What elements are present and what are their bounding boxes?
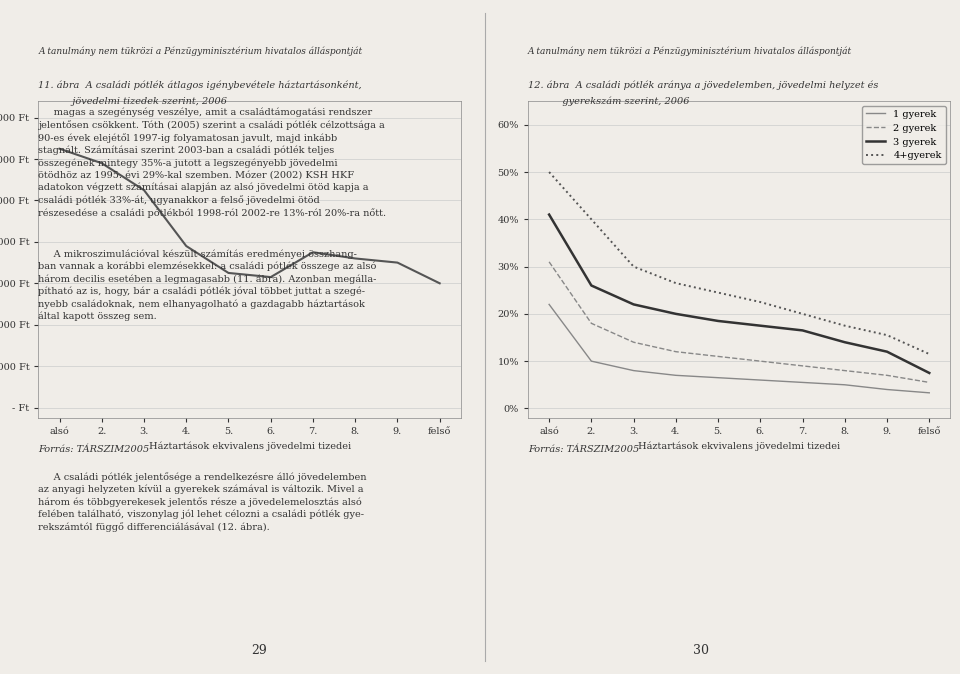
Text: jövedelmi tizedek szerint, 2006: jövedelmi tizedek szerint, 2006 xyxy=(38,98,228,106)
Text: A tanulmány nem tükrözi a Pénzügyminisztérium hivatalos álláspontját: A tanulmány nem tükrözi a Pénzügyminiszt… xyxy=(38,47,363,56)
Text: A családi pótlék jelentősége a rendelkezésre álló jövedelemben
az anyagi helyzet: A családi pótlék jelentősége a rendelkez… xyxy=(38,472,367,532)
Text: 30: 30 xyxy=(693,644,708,656)
X-axis label: Háztartások ekvivalens jövedelmi tizedei: Háztartások ekvivalens jövedelmi tizedei xyxy=(638,441,840,451)
Text: 11. ábra  A családi pótlék átlagos igénybevétele háztartásonként,: 11. ábra A családi pótlék átlagos igényb… xyxy=(38,80,362,90)
Text: A tanulmány nem tükrözi a Pénzügyminisztérium hivatalos álláspontját: A tanulmány nem tükrözi a Pénzügyminiszt… xyxy=(528,47,852,56)
Text: A mikroszimulációval készült számítás eredményei összhang-
ban vannak a korábbi : A mikroszimulációval készült számítás er… xyxy=(38,249,376,321)
Text: gyerekszám szerint, 2006: gyerekszám szerint, 2006 xyxy=(528,97,689,106)
Text: 29: 29 xyxy=(252,644,267,656)
Text: Forrás: TÁRSZIM2005: Forrás: TÁRSZIM2005 xyxy=(38,445,150,454)
X-axis label: Háztartások ekvivalens jövedelmi tizedei: Háztartások ekvivalens jövedelmi tizedei xyxy=(149,441,350,451)
Text: Forrás: TÁRSZIM2005: Forrás: TÁRSZIM2005 xyxy=(528,445,639,454)
Legend: 1 gyerek, 2 gyerek, 3 gyerek, 4+gyerek: 1 gyerek, 2 gyerek, 3 gyerek, 4+gyerek xyxy=(862,106,946,164)
Text: magas a szegénység veszélye, amit a családtámogatási rendszer
jelentősen csökken: magas a szegénység veszélye, amit a csal… xyxy=(38,108,387,218)
Text: 12. ábra  A családi pótlék aránya a jövedelemben, jövedelmi helyzet és: 12. ábra A családi pótlék aránya a jöved… xyxy=(528,80,878,90)
